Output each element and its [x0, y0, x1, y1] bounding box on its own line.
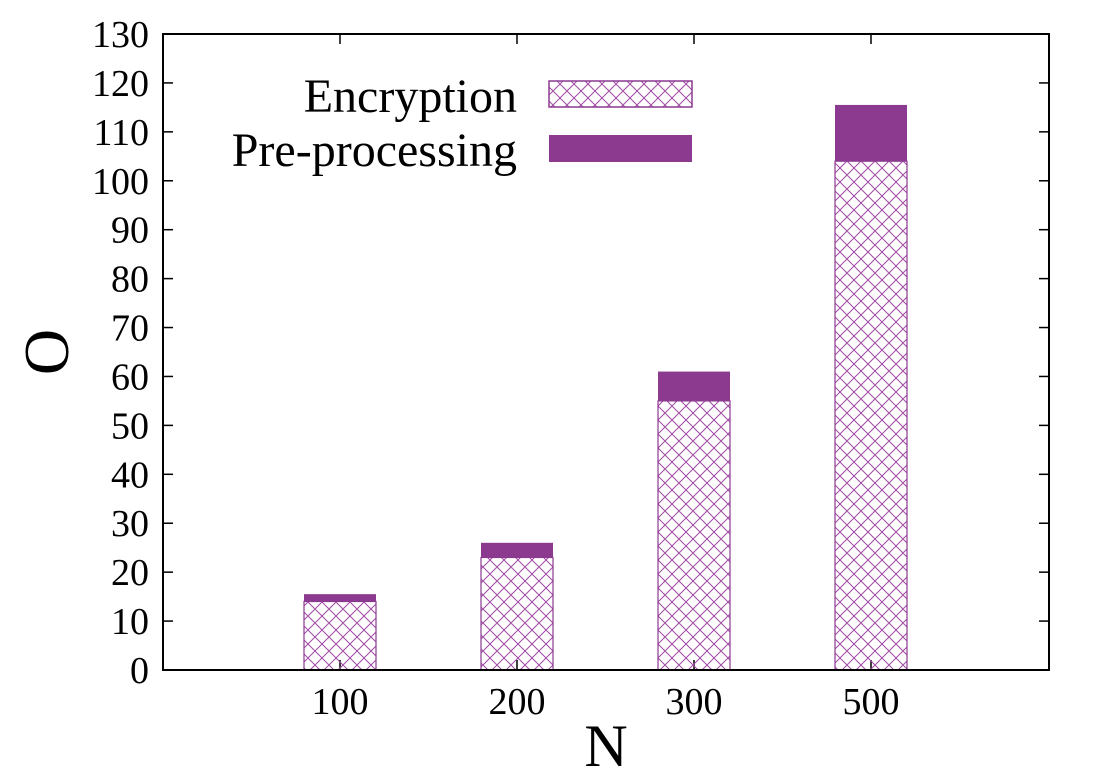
y-tick-label: 90: [111, 210, 149, 252]
bar-encryption-500: [834, 160, 908, 671]
y-tick-label: 10: [111, 601, 149, 643]
legend-swatch-encryption: [548, 80, 693, 108]
bar-encryption-300: [657, 400, 731, 671]
y-axis-ticks: 0 10 20 30 40 50 60 70 80 90 100 110 120 130: [92, 14, 1049, 692]
y-tick-label: 0: [130, 650, 149, 692]
bar-pre-processing-300: [658, 371, 730, 401]
y-tick-label: 130: [92, 14, 149, 56]
x-axis-title: N: [584, 713, 627, 776]
x-axis-ticks: 100 200 300 500: [312, 34, 900, 723]
legend: Encryption Pre-processing: [232, 70, 693, 177]
y-tick-label: 40: [111, 454, 149, 496]
bar-pre-processing-100: [304, 594, 376, 602]
plot-frame: [162, 33, 1050, 671]
y-tick-label: 110: [93, 112, 149, 154]
y-tick-label: 80: [111, 259, 149, 301]
y-tick-label: 60: [111, 356, 149, 398]
legend-label-encryption: Encryption: [304, 70, 517, 123]
bar-pre-processing-500: [835, 104, 907, 162]
y-tick-label: 100: [92, 161, 149, 203]
y-tick-label: 30: [111, 503, 149, 545]
bar-encryption-100: [303, 600, 377, 671]
x-tick-label: 300: [666, 681, 723, 723]
y-tick-label: 50: [111, 405, 149, 447]
legend-label-pre-processing: Pre-processing: [232, 124, 517, 177]
x-tick-label: 500: [843, 681, 900, 723]
x-tick-label: 200: [489, 681, 546, 723]
bar-encryption-200: [480, 556, 554, 671]
x-tick-label: 100: [312, 681, 369, 723]
legend-swatch-pre-processing: [549, 135, 692, 162]
bars: [303, 104, 908, 671]
bar-pre-processing-200: [481, 542, 553, 558]
y-tick-label: 120: [92, 63, 149, 105]
y-tick-label: 70: [111, 308, 149, 350]
y-axis-title: O: [11, 329, 82, 375]
y-tick-label: 20: [111, 552, 149, 594]
